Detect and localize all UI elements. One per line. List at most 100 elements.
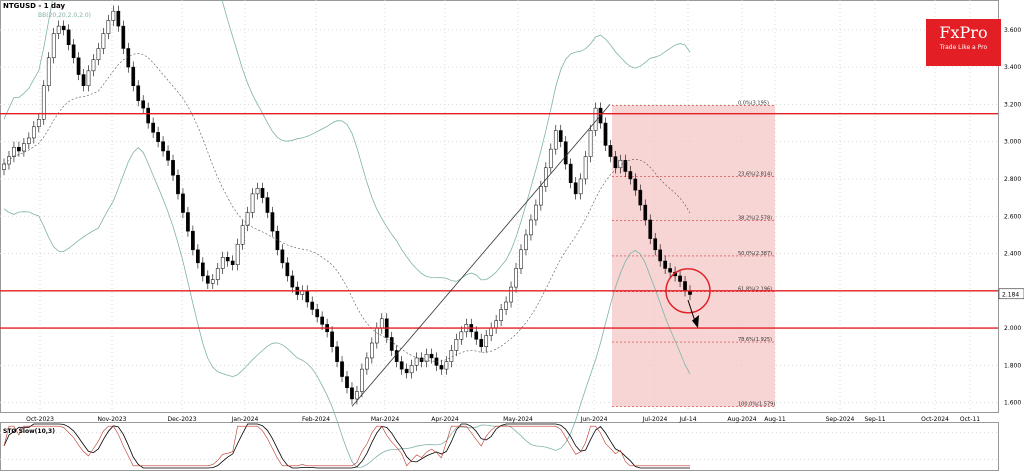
last-price-label: 2.184 <box>1002 291 1019 298</box>
bollinger-lower <box>3 147 691 468</box>
sto-k-line <box>3 423 690 469</box>
x-tick-label: Jul-14 <box>678 416 696 423</box>
x-tick-label: Jul-2024 <box>642 416 668 423</box>
candle-body <box>648 219 653 239</box>
trend-line <box>351 104 611 407</box>
candle-body <box>360 368 364 392</box>
candle-body <box>603 122 608 146</box>
candle-body <box>623 160 628 172</box>
candle-body <box>389 337 394 351</box>
candle-body <box>151 122 155 133</box>
candle-body <box>484 335 489 348</box>
candle-body <box>454 339 459 351</box>
candle-body <box>568 163 573 183</box>
candle-body <box>200 262 205 277</box>
candle-body <box>215 268 220 280</box>
y-tick-label: 3.600 <box>1004 27 1021 34</box>
y-tick-label: 3.200 <box>1004 101 1021 108</box>
candle-body <box>489 327 494 336</box>
candle-body <box>71 44 76 59</box>
candle-body <box>186 212 190 232</box>
candle-body <box>558 130 563 142</box>
candle-body <box>46 57 51 87</box>
candle-body <box>355 391 359 400</box>
y-tick-label: 2.600 <box>1004 213 1021 220</box>
candle-body <box>474 331 479 340</box>
candle-body <box>548 148 553 169</box>
candle-body <box>141 100 146 109</box>
candle-body <box>529 219 533 236</box>
x-tick-label: Oct-2023 <box>26 416 54 423</box>
candle-body <box>404 368 409 374</box>
candle-body <box>340 361 344 377</box>
candle-body <box>27 137 31 144</box>
candle-body <box>424 353 429 362</box>
candle-body <box>116 10 121 27</box>
candle-body <box>539 186 543 206</box>
candle-body <box>76 57 81 75</box>
y-tick-label: 3.400 <box>1004 64 1021 71</box>
candle-body <box>608 145 613 157</box>
chart-title: NTGUSD - 1 day <box>3 2 66 10</box>
x-tick-label: Aug-2024 <box>727 416 756 423</box>
candle-body <box>663 260 667 269</box>
candle-body <box>181 193 185 213</box>
candle-body <box>210 279 215 284</box>
x-tick-label: Sep-11 <box>864 416 885 423</box>
candle-body <box>240 225 245 245</box>
candle-body <box>583 156 588 180</box>
candle-body <box>509 286 513 303</box>
candle-body <box>335 346 339 362</box>
bollinger-upper <box>3 0 691 282</box>
fib-level-label: 38.2%(2.578) <box>738 215 772 221</box>
candle-body <box>479 339 484 348</box>
candle-body <box>553 130 558 150</box>
y-tick-label: 1.800 <box>1004 362 1021 369</box>
candle-body <box>61 25 66 31</box>
candle-body <box>121 25 126 49</box>
candle-body <box>499 309 503 321</box>
candle-body <box>136 85 141 101</box>
candle-body <box>419 357 424 362</box>
candle-body <box>22 143 26 152</box>
fib-level-label: 23.6%(2.814) <box>738 171 772 177</box>
fib-level-label: 78.6%(1.925) <box>738 337 772 343</box>
candle-body <box>2 163 6 170</box>
candle-body <box>270 212 275 232</box>
candle-body <box>176 174 180 195</box>
x-tick-label: Nov-2023 <box>98 416 127 423</box>
candle-body <box>285 262 290 277</box>
y-tick-label: 2.800 <box>1004 176 1021 183</box>
plot-frame <box>0 0 999 413</box>
x-tick-label: Apr-2024 <box>431 416 459 423</box>
candle-body <box>643 204 648 221</box>
candle-body <box>146 107 151 124</box>
fib-level-label: 50.0%(2.387) <box>738 251 772 257</box>
candle-body <box>41 85 46 120</box>
direction-arrowhead <box>692 315 699 329</box>
candle-body <box>305 290 310 303</box>
candle-body <box>578 178 583 195</box>
candle-body <box>7 156 11 165</box>
candle-body <box>330 331 334 348</box>
candle-body <box>683 281 687 292</box>
candle-body <box>191 230 195 251</box>
candle-body <box>653 238 658 251</box>
candle-body <box>205 275 210 284</box>
x-tick-label: Sep-2024 <box>826 416 855 423</box>
logo-brand: FxPro <box>939 23 988 42</box>
x-tick-label: Dec-2023 <box>167 416 196 423</box>
candle-body <box>374 327 379 344</box>
candle-body <box>439 365 444 370</box>
x-tick-label: Feb-2024 <box>302 416 330 423</box>
candle-body <box>12 147 16 157</box>
candle-body <box>593 107 598 131</box>
candle-body <box>345 376 349 389</box>
candle-body <box>519 249 523 269</box>
candle-body <box>91 59 96 72</box>
candle-body <box>245 212 250 226</box>
candle-body <box>573 182 578 195</box>
fib-level-label: 0.0%(3.195) <box>738 100 769 106</box>
candle-body <box>106 20 111 34</box>
